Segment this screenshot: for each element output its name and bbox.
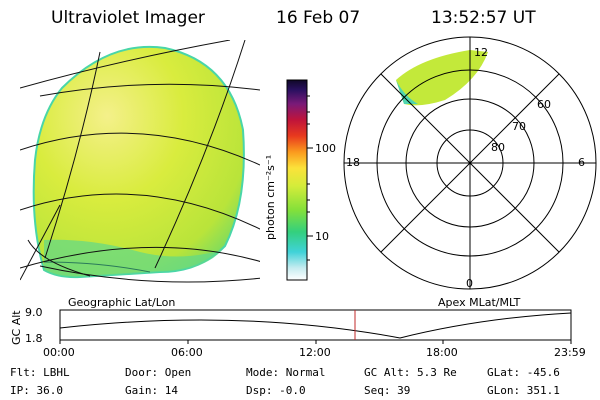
status-flt: Flt: LBHL xyxy=(10,366,70,379)
status-door: Door: Open xyxy=(125,366,191,379)
mlat-label-70: 70 xyxy=(512,120,526,133)
status-door-label: Door: xyxy=(125,366,159,379)
mlt-label-0: 0 xyxy=(466,277,473,290)
status-flt-label: Flt: xyxy=(10,366,37,379)
mlt-label-6: 6 xyxy=(578,156,585,169)
status-dsp-value: -0.0 xyxy=(279,384,306,397)
status-gain-value: 14 xyxy=(164,384,178,397)
map-label-geographic: Geographic Lat/Lon xyxy=(68,296,176,309)
colorbar-unit-label: photon cm⁻²s⁻¹ xyxy=(264,154,277,240)
status-mode-value: Normal xyxy=(285,366,326,379)
status-glat: GLat: -45.6 xyxy=(487,366,560,379)
time-tick-0000: 00:00 xyxy=(43,346,75,359)
geographic-grid xyxy=(20,40,260,283)
polar-plot xyxy=(343,36,597,290)
uv-earth-image xyxy=(32,45,245,279)
altitude-plot xyxy=(59,309,572,344)
status-flt-value: LBHL xyxy=(43,366,70,379)
status-glon-label: GLon: xyxy=(487,384,521,397)
status-ip-value: 36.0 xyxy=(36,384,64,397)
status-ip-label: IP: xyxy=(10,384,30,397)
time-tick-1800: 18:00 xyxy=(426,346,458,359)
status-glon-value: 351.1 xyxy=(526,384,560,397)
altitude-ytick-high: 9.0 xyxy=(25,306,43,319)
altitude-axis-title: GC Alt xyxy=(10,310,23,345)
altitude-ytick-low: 1.8 xyxy=(25,332,43,345)
colorbar-ticks xyxy=(307,95,313,261)
mlt-label-18: 18 xyxy=(346,156,360,169)
status-gain-label: Gain: xyxy=(125,384,159,397)
instrument-title: Ultraviolet Imager xyxy=(51,8,205,28)
mlt-label-12: 12 xyxy=(474,46,488,59)
status-gcalt: GC Alt: 5.3 Re xyxy=(364,366,457,379)
map-label-apex: Apex MLat/MLT xyxy=(438,296,521,309)
status-seq: Seq: 39 xyxy=(364,384,410,397)
status-glon: GLon: 351.1 xyxy=(487,384,560,397)
time-tick-2359: 23:59 xyxy=(554,346,586,359)
status-ip: IP: 36.0 xyxy=(10,384,63,397)
time-tick-1200: 12:00 xyxy=(299,346,331,359)
status-seq-label: Seq: xyxy=(364,384,391,397)
mlat-label-60: 60 xyxy=(537,98,551,111)
status-door-value: Open xyxy=(164,366,192,379)
status-glat-value: -45.6 xyxy=(526,366,560,379)
status-glat-label: GLat: xyxy=(487,366,521,379)
time-tick-0600: 06:00 xyxy=(171,346,203,359)
mlat-label-80: 80 xyxy=(491,141,505,154)
status-gcalt-label: GC Alt: xyxy=(364,366,411,379)
status-dsp: Dsp: -0.0 xyxy=(246,384,306,397)
status-seq-value: 39 xyxy=(397,384,411,397)
image-time: 13:52:57 UT xyxy=(431,8,536,28)
image-date: 16 Feb 07 xyxy=(276,8,361,28)
status-gcalt-value: 5.3 Re xyxy=(416,366,457,379)
status-dsp-label: Dsp: xyxy=(246,384,273,397)
colorbar-tick-10: 10 xyxy=(315,230,329,243)
status-mode: Mode: Normal xyxy=(246,366,326,379)
status-mode-label: Mode: xyxy=(246,366,280,379)
status-gain: Gain: 14 xyxy=(125,384,178,397)
colorbar xyxy=(286,79,308,281)
colorbar-tick-100: 100 xyxy=(315,142,336,155)
